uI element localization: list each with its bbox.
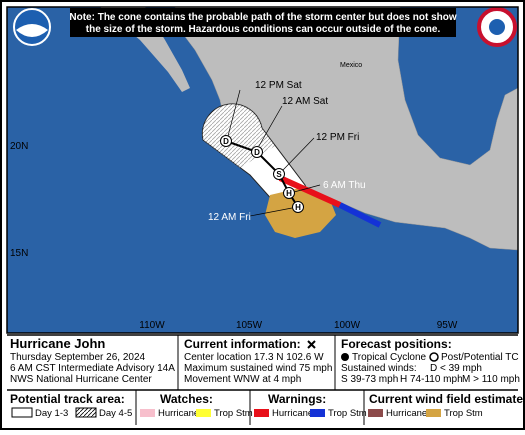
note: Note: The cone contains the probable pat… [69,12,456,23]
wind-field [265,188,336,238]
leaders [227,89,321,217]
current-line: Center location 17.3 N 102.6 W [184,352,324,363]
current-line: Maximum sustained wind 75 mph [184,363,332,374]
leader [258,105,283,147]
forecast-title: Forecast positions: [341,337,452,351]
swatch [368,409,383,417]
legend-item: Day 1-3 [35,408,68,419]
marker-label: D [223,137,229,146]
track-label: 6 AM Thu [323,180,366,191]
storm-warning [338,202,382,228]
winds-label: Sustained winds: [341,363,417,374]
note: the size of the storm. Hazardous conditi… [86,24,441,35]
winds-s: S 39-73 mph [341,374,398,385]
center: NWS National Hurricane Center [10,374,152,385]
swatch [11,407,33,418]
legend-title: Current wind field estimate: [369,392,525,406]
track-label: 12 AM Fri [208,212,251,223]
legend-item: Day 4-5 [99,408,132,419]
winds-m: M > 110 mph [462,374,520,385]
country-label: Mexico [340,62,362,69]
track-label: 12 PM Sat [255,80,302,91]
legend-item: Hurricane [158,408,199,419]
winds-d: D < 39 mph [430,363,482,374]
marker-label: H [295,203,301,212]
noaa-logo-wave [16,24,48,37]
baja [100,7,190,92]
legend-item: Trop Stm [444,408,483,419]
legend-item: Hurricane [386,408,427,419]
swatch [310,409,325,417]
tc-symbol [341,353,349,361]
leader [227,89,241,137]
legend-item: Hurricane [272,408,313,419]
lon-label: 95W [437,320,458,331]
marker-label: S [276,170,282,179]
tc-label: Tropical Cyclone [352,352,427,363]
marker [273,168,285,180]
marker [220,135,232,147]
current-symbol [307,340,316,349]
marker [283,187,295,199]
marker [251,146,263,158]
legend-item: Trop Stm [214,408,253,419]
lat-label: 20N [10,141,28,152]
panel [7,334,518,425]
ptc-label: Post/Potential TC [441,352,519,363]
nws-logo-center [489,19,505,35]
track-label: 12 AM Sat [282,96,328,107]
legend-title: Warnings: [268,392,326,406]
current-line: Movement WNW at 4 mph [184,374,301,385]
note-box [70,8,456,37]
track-label: 12 PM Fri [316,132,359,143]
swatch [75,407,97,418]
advisory: 6 AM CST Intermediate Advisory 14A [10,363,175,374]
marker-label: H [286,189,292,198]
map: D D S H H 12 PM Sat 12 AM Sat 12 PM Fri … [6,6,519,334]
lon-label: 100W [334,320,361,331]
ptc-symbol [429,352,439,362]
leader [249,207,293,217]
leader [282,137,315,171]
swatch [140,409,155,417]
hurricane-warning [278,175,342,208]
date: Thursday September 26, 2024 [10,352,146,363]
legend-item: Trop Stm [328,408,367,419]
swatch [196,409,211,417]
map-frame [6,6,519,334]
lon-label: 105W [236,320,263,331]
legend-title: Potential track area: [10,392,125,406]
leader [293,184,321,193]
marker-label: D [254,148,260,157]
marker [292,201,304,213]
swatch [254,409,269,417]
lon-label: 110W [139,320,165,331]
legend-title: Watches: [160,392,213,406]
current-title: Current information: [184,337,301,351]
winds-h: H 74-110 mph [400,374,463,385]
lat-label: 15N [10,248,28,259]
storm-name: Hurricane John [10,336,105,351]
swatch [426,409,441,417]
